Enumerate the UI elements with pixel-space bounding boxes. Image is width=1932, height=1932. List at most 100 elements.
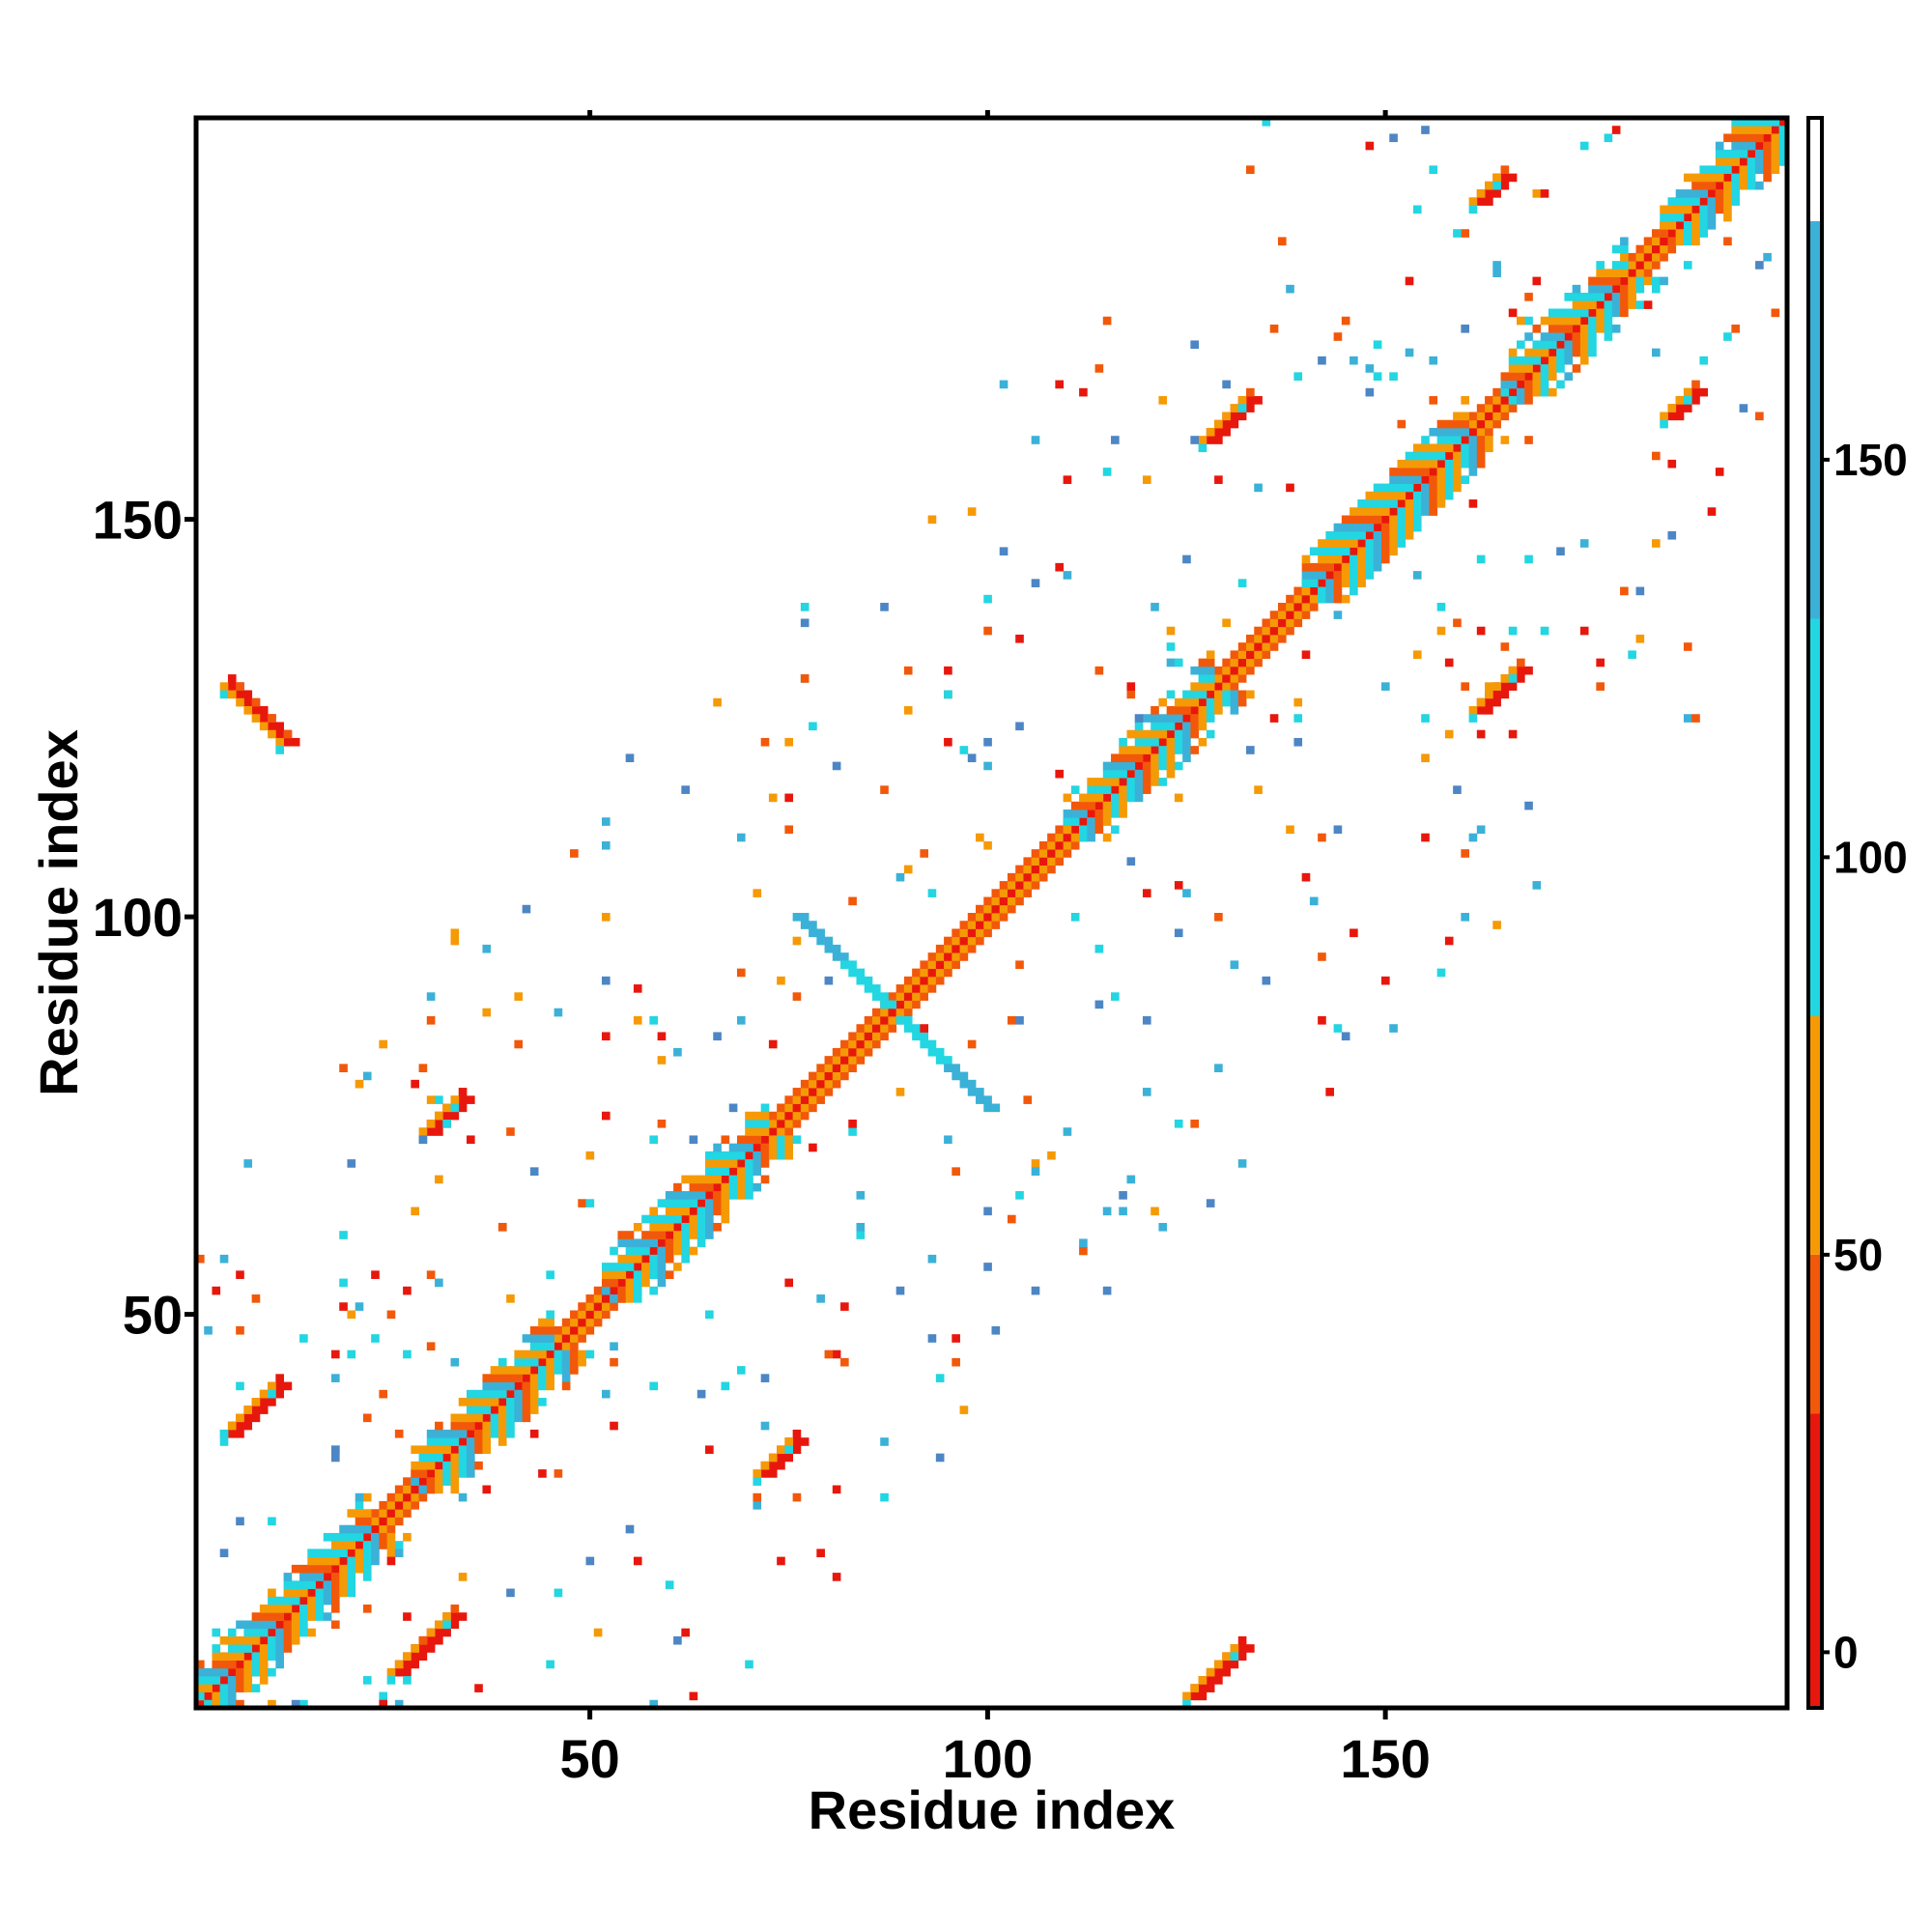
- heatmap-cell: [219, 1652, 229, 1662]
- heatmap-cell: [379, 1699, 388, 1709]
- heatmap-cell: [880, 603, 889, 611]
- heatmap-cell: [291, 1628, 300, 1637]
- heatmap-cell: [705, 1151, 714, 1160]
- heatmap-cell: [442, 1620, 451, 1630]
- heatmap-cell: [1357, 547, 1366, 556]
- heatmap-cell: [291, 1564, 300, 1574]
- heatmap-cell: [1007, 1015, 1016, 1025]
- heatmap-cell: [1318, 1015, 1326, 1025]
- heatmap-cell: [1246, 396, 1255, 405]
- heatmap-cell: [1691, 205, 1700, 214]
- heatmap-cell: [323, 1580, 332, 1589]
- heatmap-cell: [768, 1127, 778, 1136]
- heatmap-cell: [1723, 332, 1732, 341]
- heatmap-cell: [323, 1612, 332, 1621]
- heatmap-cell: [745, 1167, 753, 1176]
- heatmap-cell: [418, 1127, 428, 1136]
- heatmap-cell: [792, 1135, 802, 1145]
- heatmap-cell: [1214, 913, 1223, 922]
- heatmap-cell: [529, 1381, 539, 1391]
- heatmap-cell: [1190, 690, 1200, 699]
- heatmap-cell: [1628, 261, 1636, 270]
- heatmap-cell: [283, 729, 293, 739]
- heatmap-cell: [1111, 436, 1120, 444]
- heatmap-cell: [1237, 674, 1247, 683]
- heatmap-cell: [1652, 244, 1661, 254]
- heatmap-cell: [1500, 436, 1510, 444]
- heatmap-cell: [323, 1564, 332, 1574]
- heatmap-cell: [1572, 284, 1581, 294]
- heatmap-cell: [601, 817, 611, 826]
- heatmap-cell: [848, 1047, 857, 1057]
- heatmap-cell: [1023, 881, 1033, 890]
- heatmap-cell: [1763, 157, 1772, 166]
- heatmap-cell: [777, 1143, 785, 1152]
- heatmap-cell: [1246, 650, 1255, 660]
- heatmap-cell: [935, 960, 945, 970]
- heatmap-cell: [394, 1485, 404, 1494]
- heatmap-cell: [888, 1008, 897, 1017]
- heatmap-cell: [1325, 1088, 1334, 1096]
- heatmap-cell: [371, 1517, 380, 1526]
- heatmap-cell: [784, 1127, 794, 1136]
- heatmap-cell: [1151, 746, 1159, 754]
- heatmap-cell: [561, 1318, 571, 1327]
- heatmap-cell: [1643, 276, 1653, 286]
- heatmap-cell: [1397, 523, 1406, 532]
- heatmap-cell: [554, 1469, 563, 1478]
- heatmap-cell: [681, 1628, 690, 1637]
- heatmap-cell: [657, 1119, 667, 1128]
- heatmap-cell: [1699, 165, 1709, 175]
- heatmap-cell: [331, 1453, 340, 1463]
- heatmap-cell: [458, 1421, 468, 1431]
- heatmap-cell: [522, 1366, 531, 1375]
- heatmap-cell: [681, 1199, 690, 1208]
- heatmap-cell: [728, 1182, 738, 1192]
- heatmap-cell: [832, 1071, 841, 1081]
- heatmap-cell: [1174, 793, 1183, 803]
- heatmap-cell: [1436, 459, 1446, 469]
- heatmap-cell: [1230, 658, 1239, 668]
- heatmap-cell: [1230, 682, 1239, 691]
- heatmap-cell: [1341, 539, 1350, 548]
- heatmap-cell: [522, 1406, 531, 1414]
- heatmap-cell: [259, 1398, 269, 1406]
- heatmap-cell: [227, 682, 237, 691]
- heatmap-cell: [880, 1492, 889, 1502]
- heatmap-cell: [1389, 530, 1398, 540]
- heatmap-cell: [903, 1000, 913, 1009]
- heatmap-cell: [371, 1548, 380, 1558]
- heatmap-cell: [236, 682, 244, 691]
- heatmap-cell: [1198, 722, 1208, 731]
- heatmap-cell: [1031, 857, 1040, 867]
- heatmap-cell: [983, 904, 992, 914]
- heatmap-cell: [1683, 387, 1692, 397]
- heatmap-cell: [1126, 785, 1136, 794]
- heatmap-cell: [1485, 181, 1493, 190]
- heatmap-cell: [379, 1524, 388, 1534]
- heatmap-cell: [1151, 737, 1159, 747]
- heatmap-cell: [1063, 571, 1072, 580]
- heatmap-cell: [1094, 810, 1104, 818]
- heatmap-cell: [339, 1064, 348, 1072]
- heatmap-cell: [466, 1453, 475, 1463]
- heatmap-cell: [848, 1032, 857, 1041]
- heatmap-cell: [1102, 468, 1112, 476]
- heatmap-cell: [497, 1421, 507, 1431]
- heatmap-cell: [1628, 650, 1636, 660]
- heatmap-cell: [760, 1469, 770, 1478]
- heatmap-cell: [546, 1366, 554, 1375]
- heatmap-cell: [450, 1437, 460, 1446]
- heatmap-cell: [1381, 515, 1390, 525]
- heatmap-cell: [1517, 316, 1525, 326]
- heatmap-cell: [927, 1039, 937, 1049]
- heatmap-cell: [442, 1469, 451, 1478]
- heatmap-cell: [1675, 189, 1685, 198]
- heatmap-cell: [809, 1088, 817, 1096]
- heatmap-cell: [251, 1406, 261, 1414]
- heatmap-cell: [1397, 475, 1406, 484]
- heatmap-cell: [1389, 539, 1398, 548]
- heatmap-cell: [1350, 507, 1358, 516]
- heatmap-cell: [315, 1556, 325, 1566]
- heatmap-cell: [1198, 697, 1208, 707]
